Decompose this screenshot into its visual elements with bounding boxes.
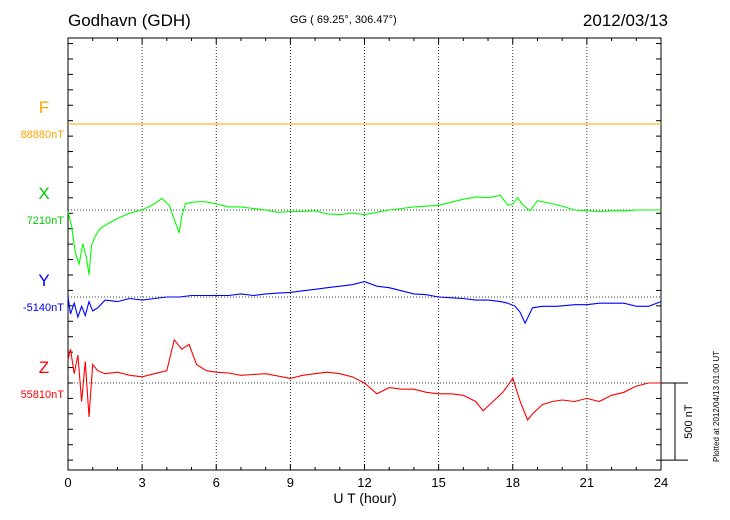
channel-letter-x: X [38,184,50,203]
channel-letter-z: Z [38,358,50,377]
channel-baseline-value-f: 88880nT [20,129,64,141]
trace-z [67,338,661,422]
station-title: Godhavn (GDH) [68,11,191,30]
channel-traces [67,123,662,422]
channel-letter-y: Y [38,271,50,290]
x-tick-label: 15 [431,475,445,490]
trace-x [67,194,661,275]
x-tick-label: 24 [654,475,668,490]
grid-lines [141,38,588,470]
channel-letter-f: F [38,98,50,117]
x-tick-label: 9 [287,475,294,490]
x-tick-label: 3 [139,475,146,490]
x-tick-label: 6 [213,475,220,490]
coordinates-label: GG ( 69.25°, 306.47°) [290,14,397,26]
trace-y [67,281,662,325]
scale-bar: 500 nT [661,382,695,461]
channel-baseline-value-x: 7210nT [26,215,64,227]
channel-baseline-value-z: 55810nT [20,389,64,401]
date-label: 2012/03/13 [582,11,668,30]
channel-baseline-value-y: -5140nT [23,302,64,314]
x-tick-label: 0 [64,475,71,490]
plotted-timestamp: Plotted at 2012/04/13 01:00 UT [712,350,721,462]
x-tick-label: 12 [357,475,371,490]
x-axis-label: U T (hour) [333,490,397,506]
x-tick-label: 21 [580,475,594,490]
scale-bar-label: 500 nT [683,404,695,439]
x-tick-label: 18 [506,475,520,490]
x-tick-labels: 0 3 6 9 12 15 18 21 24 [64,475,668,490]
